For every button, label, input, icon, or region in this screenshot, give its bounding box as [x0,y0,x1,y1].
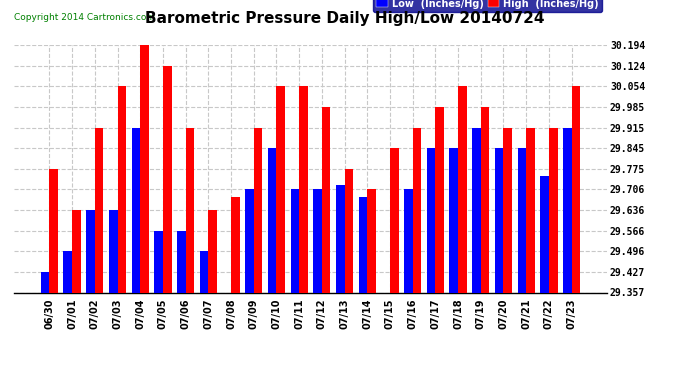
Bar [41,272,50,292]
Bar [140,45,149,292]
Bar [313,189,322,292]
Bar [155,231,163,292]
Bar [563,128,571,292]
Bar [50,169,58,292]
Text: Copyright 2014 Cartronics.com: Copyright 2014 Cartronics.com [14,13,155,22]
Bar [426,148,435,292]
Bar [163,66,172,292]
Bar [186,128,195,292]
Bar [322,107,331,292]
Bar [504,128,512,292]
Bar [231,197,239,292]
Bar [254,128,262,292]
Bar [413,128,422,292]
Bar [390,148,399,292]
Bar [449,148,458,292]
Bar [268,148,277,292]
Bar [472,128,481,292]
Bar [86,210,95,292]
Bar [495,148,504,292]
Bar [404,189,413,292]
Bar [132,128,140,292]
Bar [63,251,72,292]
Bar [299,86,308,292]
Bar [359,197,367,292]
Bar [95,128,103,292]
Bar [290,189,299,292]
Bar [526,128,535,292]
Text: Barometric Pressure Daily High/Low 20140724: Barometric Pressure Daily High/Low 20140… [146,11,544,26]
Bar [549,128,558,292]
Bar [277,86,285,292]
Bar [481,107,489,292]
Bar [208,210,217,292]
Bar [72,210,81,292]
Bar [117,86,126,292]
Bar [518,148,526,292]
Bar [571,86,580,292]
Bar [435,107,444,292]
Bar [245,189,254,292]
Bar [336,185,344,292]
Bar [177,231,186,292]
Bar [367,189,376,292]
Bar [344,169,353,292]
Bar [458,86,466,292]
Bar [199,251,208,292]
Legend: Low  (Inches/Hg), High  (Inches/Hg): Low (Inches/Hg), High (Inches/Hg) [373,0,602,12]
Bar [109,210,117,292]
Bar [540,176,549,292]
